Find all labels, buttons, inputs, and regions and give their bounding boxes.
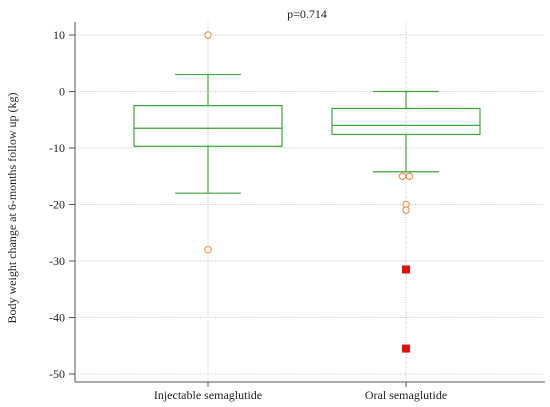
outlier-point xyxy=(204,31,212,39)
axes: 10 0 -10 -20 -30 -40 -50 Injectable semaglutide… xyxy=(49,22,545,402)
y-tick-label: 0 xyxy=(59,85,65,99)
y-tick-label: -30 xyxy=(49,254,65,268)
p-value-annotation: p=0.714 xyxy=(287,7,327,21)
x-category-label: Oral semaglutide xyxy=(365,388,447,402)
outlier-point xyxy=(405,172,414,180)
y-axis-title: Body weight change at 6-months follow up… xyxy=(5,93,19,324)
y-tick-label: -50 xyxy=(49,367,65,381)
plot-marks xyxy=(133,31,481,353)
box-group xyxy=(133,31,283,254)
far-outlier-point xyxy=(402,265,410,274)
grid xyxy=(75,22,545,382)
box-group xyxy=(331,90,481,353)
y-tick-label: -20 xyxy=(49,198,65,212)
outlier-point xyxy=(402,206,410,214)
iqr-box xyxy=(133,105,283,147)
y-tick-label: -40 xyxy=(49,311,65,325)
iqr-box xyxy=(331,107,481,136)
y-tick-label: -10 xyxy=(49,141,65,155)
far-outlier-point xyxy=(402,344,410,353)
x-category-label: Injectable semaglutide xyxy=(154,388,262,402)
outlier-point xyxy=(204,246,212,254)
outlier-point xyxy=(398,172,407,180)
y-tick-label: 10 xyxy=(53,28,65,42)
